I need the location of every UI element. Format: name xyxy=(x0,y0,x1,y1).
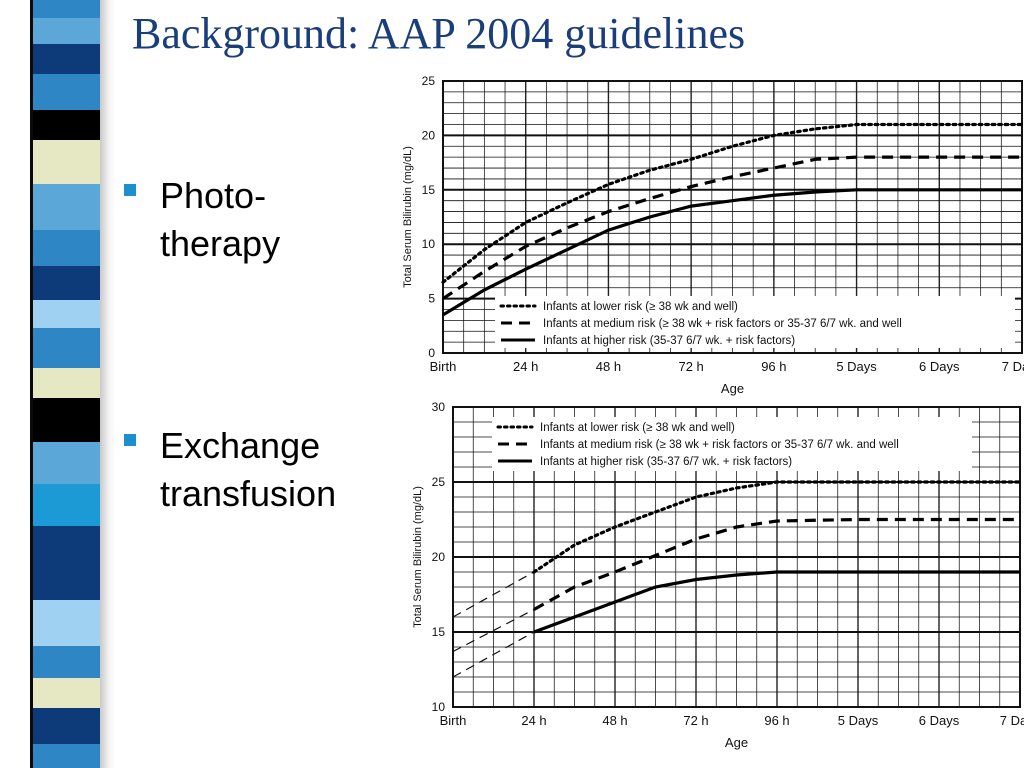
series-line xyxy=(533,517,1020,611)
y-axis-label: Total Serum Bilirubin (mg/dL) xyxy=(412,486,424,628)
phototherapy-chart: 0 5 10 15 20 25 Birth 24 h 48 h 72 h 96 h 5 Days 6 D… xyxy=(383,73,1024,398)
series-line xyxy=(441,122,1024,284)
series-extrapolation-line xyxy=(452,631,535,678)
x-tick-label: 24 h xyxy=(513,359,538,374)
legend-entry: Infants at higher risk (35-37 6/7 wk. + … xyxy=(540,456,792,468)
sidebar-stripe xyxy=(33,708,100,744)
phototherapy-chart-svg: 0 5 10 15 20 25 Birth 24 h 48 h 72 h 96 h 5 Days 6 D… xyxy=(402,74,1024,396)
series-line xyxy=(442,188,1022,317)
x-tick-label: 7 Days xyxy=(1002,359,1024,374)
x-tick-label: 48 h xyxy=(596,359,621,374)
sidebar-stripe xyxy=(33,678,100,708)
sidebar-stripe xyxy=(33,74,100,110)
sidebar-stripe xyxy=(33,484,100,526)
y-tick-label: 20 xyxy=(422,128,436,142)
x-tick-label: 6 Days xyxy=(919,359,960,374)
legend-background xyxy=(495,296,1015,348)
x-tick-label: 96 h xyxy=(764,713,789,728)
x-tick-label: 72 h xyxy=(683,713,708,728)
series-extrapolation-line xyxy=(452,571,535,618)
x-tick-label: Birth xyxy=(440,713,467,728)
bullet-marker xyxy=(124,184,136,196)
bullet-text: Photo- therapy xyxy=(160,175,281,264)
series-extrapolation-line xyxy=(452,608,535,653)
sidebar-stripe xyxy=(33,744,100,768)
y-tick-label: 25 xyxy=(432,475,446,489)
y-tick-label: 10 xyxy=(432,700,446,714)
x-axis-label: Age xyxy=(721,381,744,396)
x-tick-label: 48 h xyxy=(602,713,627,728)
x-tick-label: 7 Days xyxy=(1000,713,1024,728)
legend-entry: Infants at higher risk (35-37 6/7 wk. + … xyxy=(543,335,795,347)
sidebar-stripe xyxy=(33,600,100,646)
y-tick-label: 30 xyxy=(432,400,446,414)
plot-frame xyxy=(452,406,1021,708)
legend-entry: Infants at lower risk (≥ 38 wk and well) xyxy=(543,301,738,313)
sidebar-stripe xyxy=(33,526,100,550)
x-tick-label: 5 Days xyxy=(836,359,877,374)
legend-entry: Infants at medium risk (≥ 38 wk + risk f… xyxy=(543,318,902,330)
exchange-transfusion-chart: 10 15 20 25 30 Birth 24 h 48 h 72 h 96 h 5 Days 6 D… xyxy=(400,400,1024,760)
x-tick-label: Birth xyxy=(430,359,457,374)
x-tick-label: 96 h xyxy=(761,359,786,374)
sidebar-stripe xyxy=(33,368,100,398)
sidebar-decoration xyxy=(0,0,115,768)
series-line xyxy=(532,480,1022,574)
y-tick-label: 5 xyxy=(428,292,435,306)
sidebar-stripe xyxy=(33,18,100,44)
bullet-phototherapy: Photo- therapy xyxy=(120,172,370,272)
sidebar-stripe xyxy=(33,0,100,18)
sidebar-shadow xyxy=(100,0,115,768)
x-axis-label: Age xyxy=(725,735,748,750)
bullet-text: Exchange transfusion xyxy=(160,425,337,514)
x-tick-label: 24 h xyxy=(521,713,546,728)
sidebar-stripe xyxy=(33,300,100,328)
y-tick-label: 0 xyxy=(428,346,435,360)
sidebar-stripe xyxy=(33,184,100,230)
x-tick-label: 72 h xyxy=(678,359,703,374)
y-tick-label: 15 xyxy=(422,183,436,197)
sidebar-stripe xyxy=(33,230,100,266)
y-tick-label: 25 xyxy=(422,74,436,88)
legend-background xyxy=(492,417,972,471)
exchange-transfusion-chart-svg: 10 15 20 25 30 Birth 24 h 48 h 72 h 96 h 5 Days 6 D… xyxy=(412,400,1024,750)
sidebar-stripe xyxy=(33,550,100,600)
series-line xyxy=(442,155,1022,300)
sidebar-stripe xyxy=(33,442,100,484)
slide-title: Background: AAP 2004 guidelines xyxy=(132,9,746,58)
sidebar-stripe xyxy=(33,398,100,442)
plot-frame xyxy=(442,80,1023,354)
sidebar-stripe xyxy=(33,646,100,678)
series-line xyxy=(533,570,1020,634)
y-axis-label: Total Serum Bilirubin (mg/dL) xyxy=(402,146,414,288)
legend-entry: Infants at medium risk (≥ 38 wk + risk f… xyxy=(540,439,899,451)
sidebar-stripe xyxy=(33,266,100,300)
sidebar-stripe xyxy=(33,328,100,368)
x-tick-label: 6 Days xyxy=(919,713,960,728)
sidebar-divider-line xyxy=(30,0,33,768)
sidebar-white-strip xyxy=(0,0,30,768)
y-tick-label: 15 xyxy=(432,625,446,639)
chart-legend: Infants at lower risk (≥ 38 wk and well)… xyxy=(492,417,972,471)
chart-legend: Infants at lower risk (≥ 38 wk and well)… xyxy=(495,296,1015,348)
sidebar-stripe xyxy=(33,140,100,184)
legend-entry: Infants at lower risk (≥ 38 wk and well) xyxy=(540,422,735,434)
y-tick-label: 10 xyxy=(422,237,436,251)
sidebar-stripe xyxy=(33,110,100,140)
y-tick-label: 20 xyxy=(432,550,446,564)
x-tick-label: 5 Days xyxy=(838,713,879,728)
sidebar-stripe xyxy=(33,44,100,74)
bullet-marker xyxy=(124,434,136,446)
bullet-exchange-transfusion: Exchange transfusion xyxy=(120,422,370,522)
